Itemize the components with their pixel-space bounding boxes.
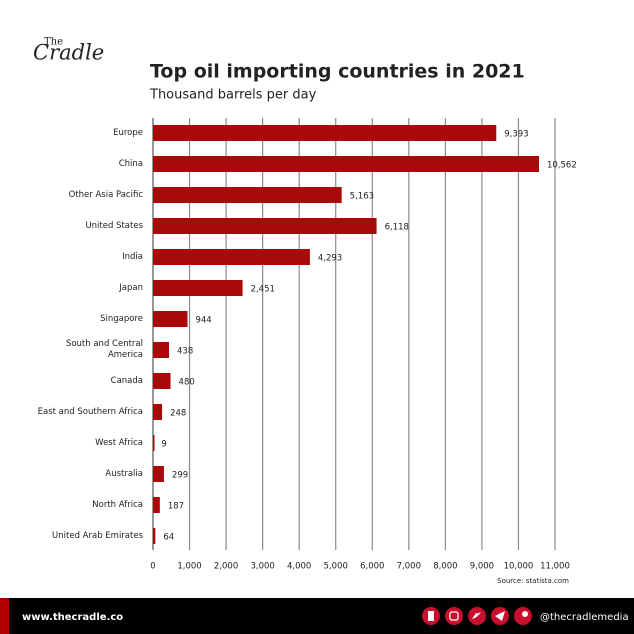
bar [153, 218, 377, 234]
x-tick-label: 6,000 [360, 562, 384, 572]
x-tick-label: 11,000 [540, 562, 570, 572]
social-icons [422, 607, 532, 625]
value-label: 480 [179, 378, 195, 388]
value-label: 64 [163, 533, 174, 543]
category-label: South and Central America [65, 339, 143, 360]
category-label: West Africa [95, 437, 143, 448]
source: Source: statista.com [497, 577, 569, 585]
bar [153, 311, 188, 327]
bar [153, 404, 163, 420]
x-tick-label: 5,000 [324, 562, 348, 572]
icon-glyph [472, 612, 481, 619]
x-tick-label: 7,000 [397, 562, 421, 572]
value-label: 4,293 [318, 254, 342, 264]
x-tick-label: 9,000 [470, 562, 494, 572]
value-label: 438 [177, 347, 193, 357]
category-label: Australia [105, 468, 143, 479]
value-label: 10,562 [547, 161, 577, 171]
category-label: United Arab Emirates [52, 530, 143, 541]
bar [153, 249, 310, 265]
category-label: Other Asia Pacific [68, 189, 143, 200]
chart-subtitle: Thousand barrels per day [149, 88, 317, 103]
category-label: Canada [110, 375, 143, 386]
bar [153, 280, 243, 296]
bar [153, 466, 164, 482]
value-label: 299 [172, 471, 188, 481]
icon-glyph [522, 611, 528, 617]
footer-accent [0, 598, 9, 634]
x-tick-label: 3,000 [250, 562, 274, 572]
bar [153, 342, 170, 358]
icon-glyph [495, 611, 505, 621]
bar [153, 156, 539, 172]
value-label: 9 [161, 440, 166, 450]
footer-handle[interactable]: @thecradlemedia [540, 612, 629, 623]
value-label: 248 [170, 409, 186, 419]
bar [153, 373, 171, 389]
icon-glyph [449, 611, 459, 621]
x-tick-label: 1,000 [177, 562, 201, 572]
footer-website[interactable]: www.thecradle.co [22, 612, 123, 623]
x-tick-label: 4,000 [287, 562, 311, 572]
category-label: Japan [119, 282, 143, 293]
x-tick-label: 10,000 [504, 562, 534, 572]
category-label: United States [85, 220, 143, 231]
chart-title: Top oil importing countries in 2021 [150, 61, 525, 83]
bar [153, 497, 160, 513]
bar [153, 435, 155, 451]
value-label: 9,393 [504, 130, 528, 140]
category-label: Singapore [100, 313, 143, 324]
x-tick-label: 8,000 [433, 562, 457, 572]
x-tick-label: 2,000 [214, 562, 238, 572]
category-label: North Africa [92, 499, 143, 510]
value-label: 6,118 [385, 223, 409, 233]
logo-top: The [44, 37, 63, 48]
value-label: 187 [168, 502, 184, 512]
category-label: China [118, 158, 143, 169]
category-label: India [122, 251, 143, 262]
x-tick-label: 0 [150, 562, 155, 572]
bar [153, 187, 342, 203]
bar [153, 528, 156, 544]
logo-main: Cradle [33, 41, 104, 65]
value-label: 2,451 [251, 285, 275, 295]
category-label: East and Southern Africa [37, 406, 143, 417]
category-label: Europe [113, 127, 143, 138]
bar [153, 125, 497, 141]
value-label: 5,163 [350, 192, 374, 202]
instagram-icon[interactable] [445, 607, 463, 625]
icon-glyph [428, 611, 434, 621]
value-label: 944 [195, 316, 211, 326]
